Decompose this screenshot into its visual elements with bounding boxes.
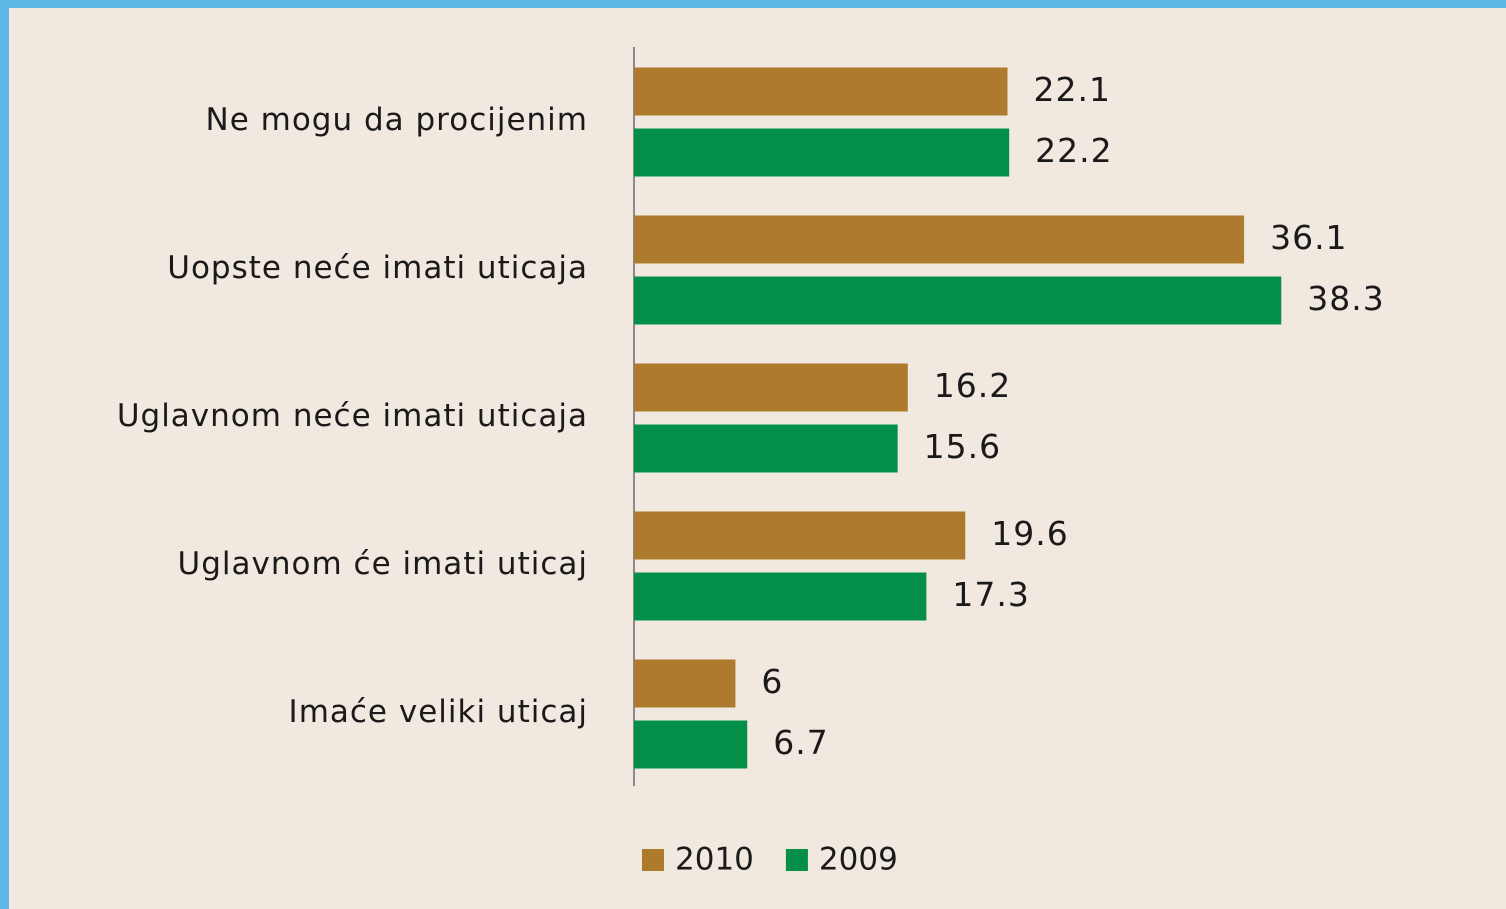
- bar: [634, 276, 1282, 325]
- value-label: 15.6: [924, 427, 1001, 466]
- category-label: Uopste neće imati uticaja: [167, 250, 588, 286]
- category-label: Ne mogu da procijenim: [206, 102, 589, 138]
- top-border: [0, 0, 1506, 8]
- value-label: 19.6: [991, 514, 1068, 553]
- category-label: Uglavnom će imati uticaj: [178, 546, 588, 582]
- value-label: 6: [761, 662, 783, 701]
- bar: [634, 511, 966, 560]
- left-border: [0, 0, 9, 909]
- bar: [634, 128, 1010, 177]
- bar: [634, 363, 908, 412]
- legend-swatch: [642, 849, 664, 871]
- bar: [634, 215, 1245, 264]
- bar: [634, 572, 927, 621]
- legend-label: 2009: [819, 842, 898, 878]
- bar: [634, 424, 898, 473]
- value-label: 16.2: [934, 366, 1011, 405]
- bar: [634, 720, 748, 769]
- value-label: 38.3: [1307, 279, 1384, 318]
- category-label: Uglavnom neće imati uticaja: [117, 398, 588, 434]
- value-label: 22.2: [1035, 131, 1112, 170]
- legend-label: 2010: [675, 842, 754, 878]
- bar: [634, 659, 736, 708]
- value-label: 22.1: [1033, 70, 1110, 109]
- legend-swatch: [785, 849, 808, 871]
- value-label: 36.1: [1270, 218, 1347, 257]
- value-label: 6.7: [773, 723, 828, 762]
- value-label: 17.3: [952, 575, 1029, 614]
- bar: [634, 67, 1008, 116]
- category-label: Imaće veliki uticaj: [289, 694, 588, 730]
